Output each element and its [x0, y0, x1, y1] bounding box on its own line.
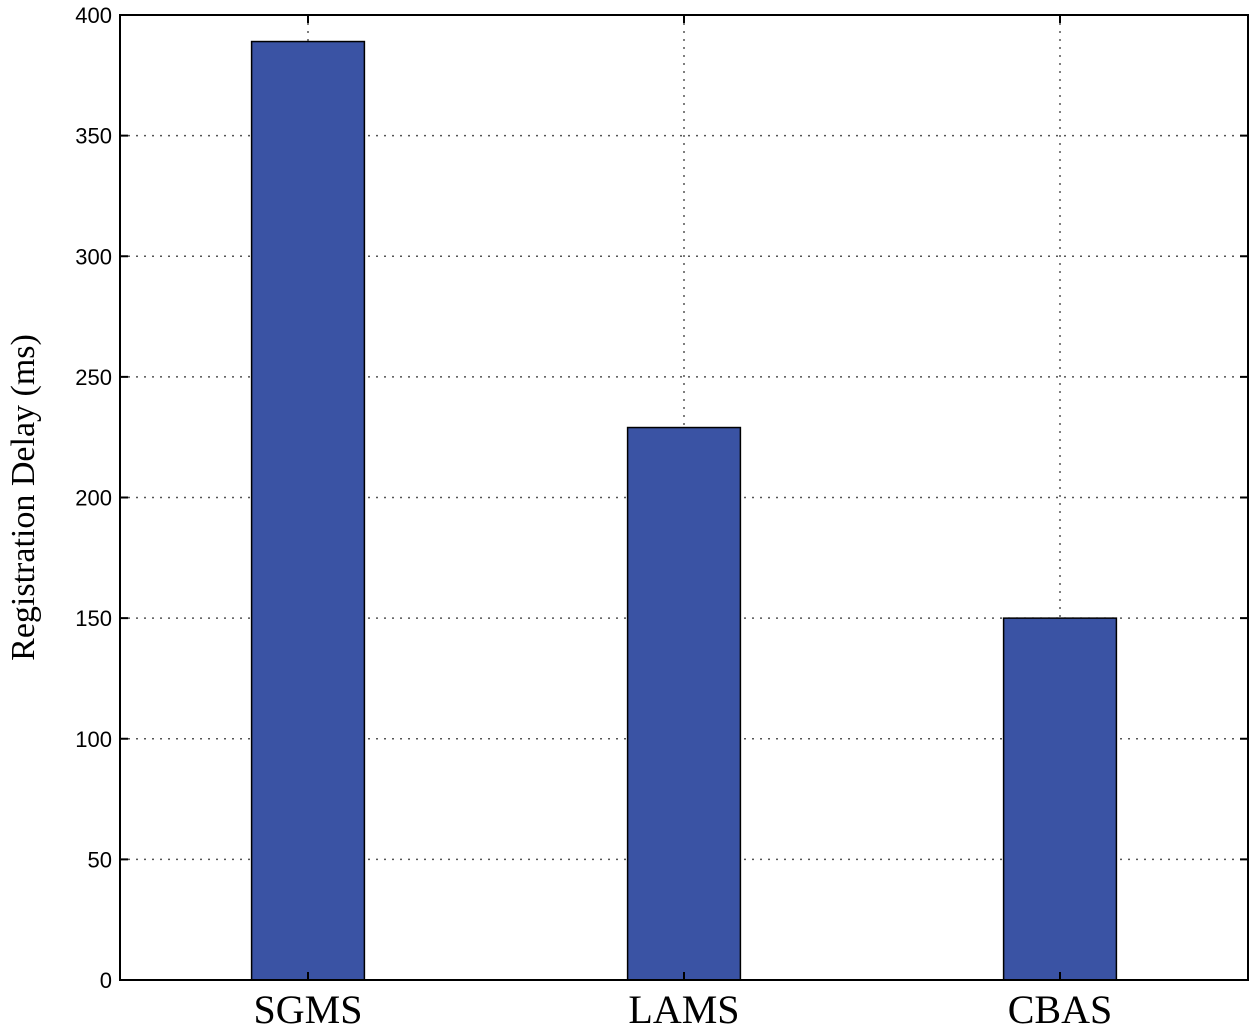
bar-chart: 0 50 100 150 200 250 300 350 400 SGMS LAMS CBAS Reg…: [0, 0, 1254, 1032]
bar-lams: [628, 428, 741, 980]
y-tick-label: 300: [75, 244, 112, 269]
y-tick-label: 350: [75, 124, 112, 149]
x-tick-label: LAMS: [628, 987, 739, 1032]
bar-sgms: [252, 42, 365, 980]
tick-labels: 0 50 100 150 200 250 300 350 400 SGMS LAMS CBAS: [75, 3, 1112, 1032]
y-tick-label: 200: [75, 486, 112, 511]
bars: [252, 42, 1117, 980]
y-tick-label: 100: [75, 727, 112, 752]
x-tick-label: SGMS: [254, 987, 363, 1032]
y-tick-label: 150: [75, 606, 112, 631]
y-tick-label: 0: [100, 968, 112, 993]
bar-cbas: [1004, 618, 1117, 980]
y-tick-label: 250: [75, 365, 112, 390]
y-tick-label: 400: [75, 3, 112, 28]
y-axis-title: Registration Delay (ms): [5, 334, 42, 661]
y-tick-label: 50: [88, 847, 112, 872]
x-tick-label: CBAS: [1008, 987, 1113, 1032]
